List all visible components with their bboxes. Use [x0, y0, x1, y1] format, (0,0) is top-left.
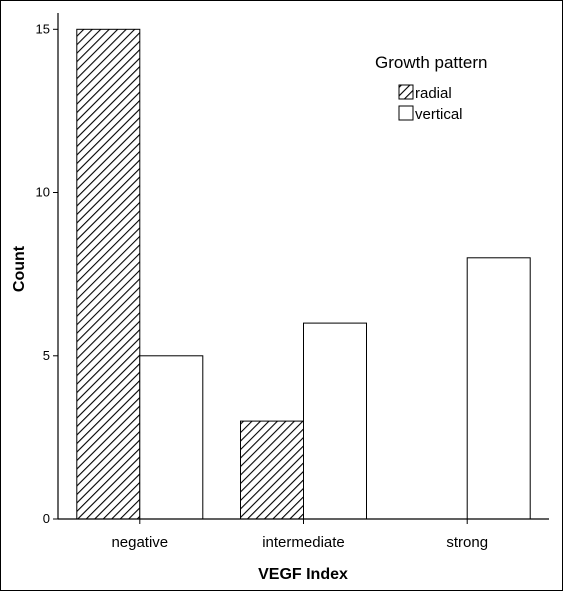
- x-ticks: negative intermediate strong: [111, 519, 488, 551]
- bar-radial-negative: [76, 28, 141, 520]
- legend-swatch-vertical: [398, 105, 414, 121]
- bar-vertical-intermediate: [303, 322, 367, 520]
- legend-label-radial: radial: [415, 85, 452, 102]
- y-tick-label: 5: [43, 348, 50, 363]
- y-axis-title: Count: [11, 245, 28, 292]
- bar-radial-intermediate: [240, 420, 304, 520]
- bar-vertical-strong: [466, 257, 531, 520]
- bar-vertical-negative: [139, 355, 204, 520]
- x-tick-label-negative: negative: [111, 534, 168, 551]
- bars-layer: [76, 28, 531, 520]
- legend-title: Growth pattern: [375, 53, 487, 72]
- legend-swatch-radial: [398, 84, 414, 100]
- y-ticks: 0 5 10 15: [36, 21, 58, 526]
- x-axis-title: VEGF Index: [258, 566, 348, 583]
- y-tick-label: 15: [36, 21, 50, 36]
- x-tick-label-strong: strong: [446, 534, 488, 551]
- legend: Growth pattern radial vertical: [375, 53, 487, 123]
- x-tick-label-intermediate: intermediate: [262, 534, 345, 551]
- y-tick-label: 10: [36, 185, 50, 200]
- y-tick-label: 0: [43, 511, 50, 526]
- legend-label-vertical: vertical: [415, 106, 463, 123]
